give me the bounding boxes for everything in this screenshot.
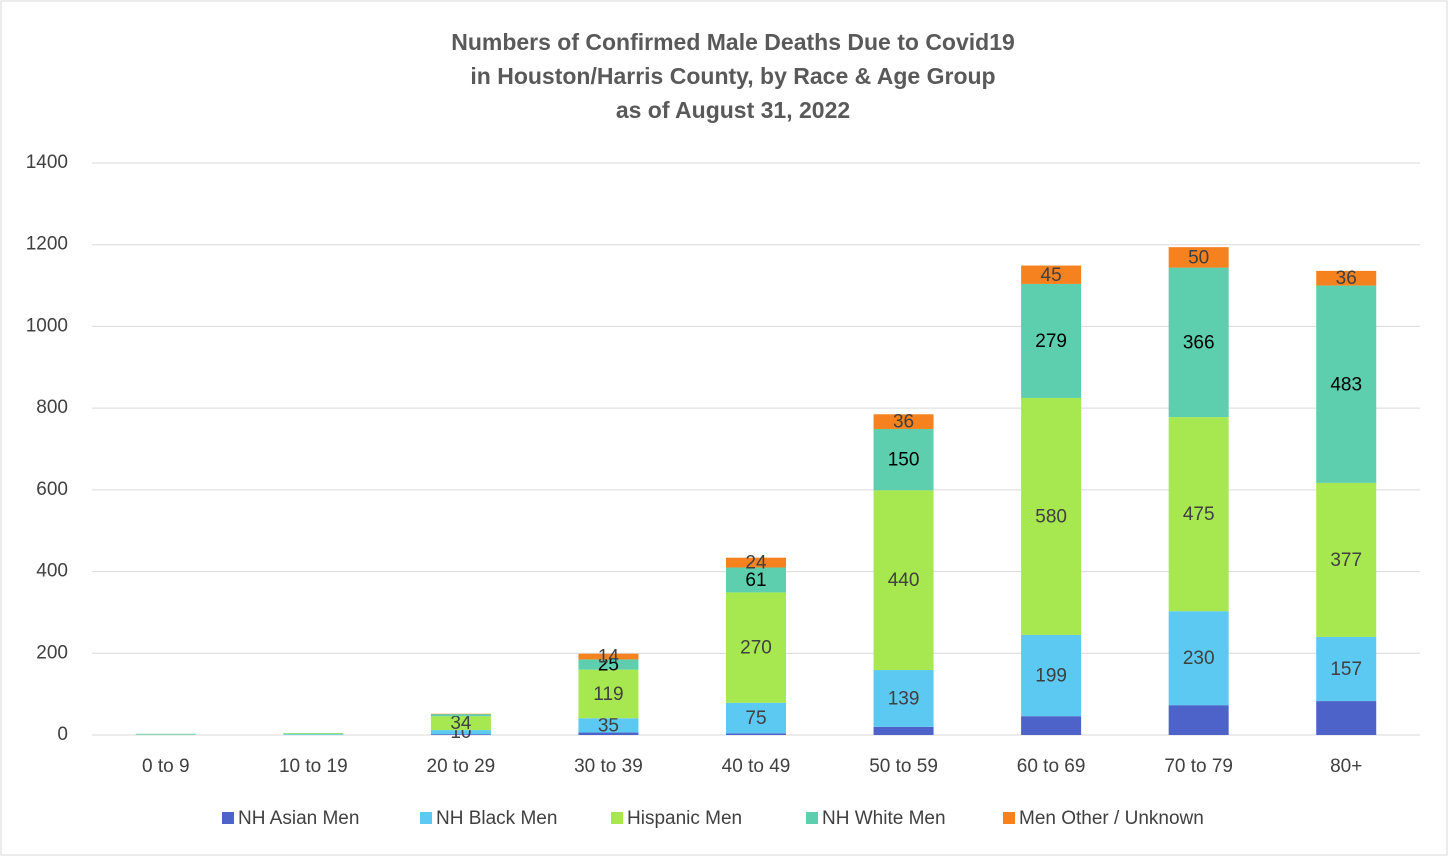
bar-segment <box>1316 636 1377 702</box>
bar-segment <box>1021 397 1082 635</box>
x-tick-label: 60 to 69 <box>1017 756 1086 777</box>
bar-segment <box>726 592 786 703</box>
legend-label: Men Other / Unknown <box>1019 808 1204 829</box>
bar-segment <box>1316 270 1377 286</box>
bar-segment <box>1168 705 1229 735</box>
data-label: 230 <box>1183 648 1215 669</box>
bar-segment <box>578 669 639 719</box>
data-label: 366 <box>1183 332 1215 353</box>
bar-segment <box>578 732 639 735</box>
legend-swatch <box>1003 812 1015 824</box>
bar-segment <box>873 490 934 671</box>
data-label: 279 <box>1035 331 1067 352</box>
bar-segment <box>283 734 344 735</box>
y-tick-label: 1000 <box>26 315 68 336</box>
legend-swatch <box>806 812 818 824</box>
x-tick-label: 70 to 79 <box>1164 756 1233 777</box>
data-label: 25 <box>598 655 619 676</box>
bar-segment <box>1168 611 1229 706</box>
legend-swatch <box>611 812 623 824</box>
bar-segment <box>726 567 786 593</box>
data-label: 580 <box>1035 506 1067 527</box>
bar-segment <box>430 714 491 717</box>
y-tick-label: 1200 <box>26 234 68 255</box>
data-label: 35 <box>598 715 619 736</box>
data-label: 150 <box>888 450 920 471</box>
bar-segment <box>1168 417 1229 612</box>
data-label: 45 <box>1041 265 1062 286</box>
x-tick-label: 30 to 39 <box>574 756 643 777</box>
data-label: 24 <box>745 553 767 574</box>
chart-title: as of August 31, 2022 <box>616 97 850 123</box>
x-tick-label: 40 to 49 <box>722 756 791 777</box>
data-label: 119 <box>593 684 623 705</box>
bar-segment <box>873 414 934 429</box>
bar-segment <box>430 716 491 731</box>
data-label: 14 <box>598 647 620 668</box>
bar-segment <box>578 718 639 733</box>
bar-segment <box>1168 267 1229 418</box>
bar-segment <box>726 557 786 568</box>
bar-segment <box>873 726 934 735</box>
data-label: 75 <box>745 708 766 729</box>
bar-segment <box>283 733 344 735</box>
bar-segment <box>873 428 934 491</box>
bar-segment <box>1316 285 1377 483</box>
data-label: 61 <box>745 570 766 591</box>
y-tick-label: 200 <box>36 642 68 663</box>
data-label: 36 <box>1336 268 1357 289</box>
legend-label: NH Black Men <box>436 808 557 829</box>
data-label: 270 <box>740 638 772 659</box>
x-tick-label: 80+ <box>1330 756 1362 777</box>
legend-label: Hispanic Men <box>627 808 742 829</box>
x-tick-label: 50 to 59 <box>869 756 938 777</box>
bar-segment <box>430 730 491 735</box>
data-label: 36 <box>893 412 914 433</box>
legend-swatch <box>420 812 432 824</box>
legend-swatch <box>222 812 234 824</box>
bar-segment <box>578 653 639 660</box>
data-label: 483 <box>1330 374 1362 395</box>
bar-segment <box>1021 283 1082 398</box>
data-label: 440 <box>888 570 920 591</box>
data-label: 199 <box>1035 666 1067 687</box>
y-tick-label: 400 <box>36 561 68 582</box>
bar-segment <box>1316 482 1377 637</box>
chart-title: Numbers of Confirmed Male Deaths Due to … <box>451 29 1015 55</box>
y-tick-label: 1400 <box>26 152 68 173</box>
bar-segment <box>430 734 491 735</box>
bar-segment <box>578 659 639 670</box>
bar-segment <box>726 733 786 735</box>
data-label: 139 <box>888 688 920 709</box>
bar-segment <box>1168 247 1229 268</box>
chart-title: in Houston/Harris County, by Race & Age … <box>470 63 995 89</box>
y-tick-label: 0 <box>57 724 68 745</box>
x-tick-label: 0 to 9 <box>142 756 190 777</box>
legend-label: NH White Men <box>822 808 946 829</box>
x-tick-label: 10 to 19 <box>279 756 348 777</box>
data-label: 475 <box>1183 504 1215 525</box>
bar-segment <box>1021 265 1082 284</box>
y-tick-label: 600 <box>36 479 68 500</box>
bar-segment <box>726 702 786 734</box>
bar-segment <box>1021 716 1082 735</box>
bar-segment <box>1316 701 1377 735</box>
data-label: 50 <box>1188 247 1209 268</box>
data-label: 377 <box>1330 550 1362 571</box>
bar-segment <box>873 670 934 727</box>
data-label: 157 <box>1330 659 1362 680</box>
data-label: 34 <box>450 713 472 734</box>
legend-label: NH Asian Men <box>238 808 359 829</box>
x-tick-label: 20 to 29 <box>427 756 496 777</box>
y-tick-label: 800 <box>36 397 68 418</box>
bar-segment <box>1021 634 1082 717</box>
